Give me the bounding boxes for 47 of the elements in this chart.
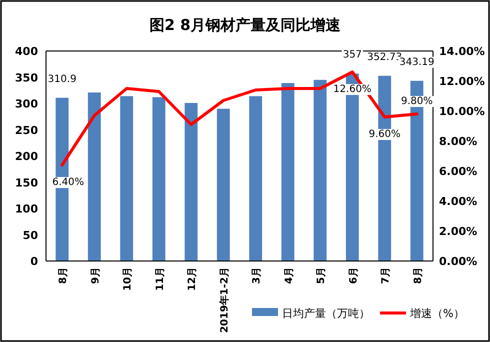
bar: [152, 97, 166, 261]
bar: [249, 96, 262, 261]
bar: [314, 80, 327, 261]
y-tick-label: 250: [15, 124, 38, 137]
y-tick-label: 150: [15, 176, 38, 190]
y2-tick-label: 0.00%: [439, 255, 478, 268]
bar: [281, 83, 294, 261]
x-tick-label: 9月: [90, 267, 102, 284]
y-tick-label: 0: [30, 255, 38, 268]
x-tick-label: 8月: [412, 267, 424, 284]
y2-tick-label: 10.00%: [439, 105, 485, 118]
x-tick-label: 3月: [252, 267, 263, 284]
x-tick-label: 11月: [154, 267, 166, 291]
x-tick-label: 2019年1-2月: [218, 267, 230, 333]
y2-tick-label: 4.00%: [439, 195, 478, 208]
y2-tick-label: 2.00%: [439, 225, 478, 238]
bar: [184, 102, 198, 261]
y2-tick-label: 6.00%: [439, 165, 478, 178]
data-label: 6.40%: [52, 177, 84, 188]
y-tick-label: 350: [15, 71, 38, 84]
data-label: 357: [342, 50, 362, 61]
x-tick-label: 7月: [380, 267, 392, 284]
legend-label: 日均产量（万吨）: [282, 307, 370, 320]
chart-title: 图2 8月钢材产量及同比增速: [149, 16, 342, 34]
data-label: 12.60%: [333, 84, 372, 95]
data-label: 310.9: [48, 74, 76, 85]
x-tick-label: 12月: [187, 267, 198, 291]
bar: [120, 96, 134, 261]
x-tick-label: 10月: [122, 267, 134, 291]
y-tick-label: 200: [15, 150, 38, 163]
legend-label: 增速（%）: [409, 307, 464, 320]
data-label: 9.80%: [400, 96, 433, 107]
y-tick-label: 300: [15, 98, 38, 110]
data-label: 343.19: [399, 56, 434, 68]
x-tick-label: 4月: [284, 267, 295, 284]
data-label: 9.60%: [368, 129, 401, 140]
y2-tick-label: 12.00%: [439, 75, 485, 88]
y-tick-label: 50: [22, 228, 38, 242]
bar: [216, 108, 230, 261]
y2-tick-label: 8.00%: [439, 135, 478, 148]
y2-tick-label: 14.00%: [439, 45, 485, 58]
y-tick-label: 100: [15, 202, 38, 216]
x-tick-label: 6月: [348, 267, 360, 284]
y-tick-label: 400: [15, 45, 38, 58]
x-tick-label: 8月: [58, 267, 70, 284]
x-tick-label: 5月: [316, 267, 328, 284]
bar: [88, 92, 101, 261]
